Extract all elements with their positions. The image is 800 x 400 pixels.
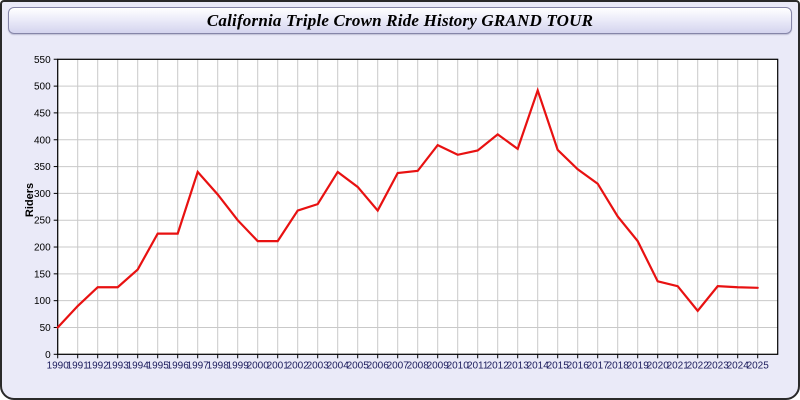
- svg-text:2020: 2020: [647, 360, 670, 371]
- svg-text:2019: 2019: [627, 360, 650, 371]
- svg-text:1991: 1991: [67, 360, 90, 371]
- gridlines: [57, 58, 778, 355]
- svg-text:200: 200: [34, 243, 51, 254]
- svg-text:150: 150: [34, 269, 51, 280]
- svg-text:2009: 2009: [427, 360, 450, 371]
- svg-text:2025: 2025: [747, 360, 770, 371]
- svg-text:450: 450: [34, 108, 51, 119]
- svg-text:1996: 1996: [167, 360, 190, 371]
- svg-text:400: 400: [34, 135, 51, 146]
- svg-text:2000: 2000: [247, 360, 270, 371]
- svg-text:1998: 1998: [207, 360, 230, 371]
- svg-text:500: 500: [34, 82, 51, 93]
- svg-text:2005: 2005: [347, 360, 370, 371]
- title-bar: California Triple Crown Ride History GRA…: [8, 7, 792, 34]
- svg-text:2004: 2004: [327, 360, 350, 371]
- riders-line-series: [56, 86, 759, 329]
- svg-text:2013: 2013: [507, 360, 530, 371]
- svg-text:2018: 2018: [607, 360, 630, 371]
- svg-text:2010: 2010: [447, 360, 470, 371]
- svg-text:2024: 2024: [727, 360, 750, 371]
- svg-text:2015: 2015: [547, 360, 570, 371]
- svg-text:2022: 2022: [687, 360, 710, 371]
- svg-text:1997: 1997: [187, 360, 210, 371]
- svg-text:350: 350: [34, 162, 51, 173]
- svg-text:2008: 2008: [407, 360, 430, 371]
- svg-text:50: 50: [40, 323, 52, 334]
- svg-text:1990: 1990: [47, 360, 70, 371]
- svg-text:550: 550: [34, 55, 51, 66]
- svg-text:2012: 2012: [487, 360, 510, 371]
- svg-text:2002: 2002: [287, 360, 310, 371]
- svg-text:250: 250: [34, 216, 51, 227]
- svg-text:1999: 1999: [227, 360, 250, 371]
- svg-text:1995: 1995: [147, 360, 170, 371]
- svg-text:1994: 1994: [127, 360, 150, 371]
- svg-text:2003: 2003: [307, 360, 330, 371]
- svg-text:0: 0: [45, 350, 51, 361]
- y-axis-title: Riders: [24, 182, 36, 218]
- svg-text:2016: 2016: [567, 360, 590, 371]
- svg-text:2017: 2017: [587, 360, 610, 371]
- svg-text:1993: 1993: [107, 360, 130, 371]
- svg-text:2006: 2006: [367, 360, 390, 371]
- svg-text:2023: 2023: [707, 360, 730, 371]
- svg-text:2001: 2001: [267, 360, 290, 371]
- svg-text:2011: 2011: [467, 360, 489, 371]
- svg-text:300: 300: [34, 189, 51, 200]
- svg-text:2007: 2007: [387, 360, 410, 371]
- svg-text:2021: 2021: [667, 360, 690, 371]
- svg-text:1992: 1992: [87, 360, 110, 371]
- svg-text:2014: 2014: [527, 360, 550, 371]
- svg-text:100: 100: [34, 296, 51, 307]
- page-title: California Triple Crown Ride History GRA…: [206, 10, 594, 30]
- x-axis-labels: 1990199119921993199419951996199719981999…: [47, 360, 770, 371]
- y-axis-labels: 0 50 100 150 200 250 300 350 400 450 500 550: [34, 55, 51, 361]
- axis-ticks: [53, 58, 759, 359]
